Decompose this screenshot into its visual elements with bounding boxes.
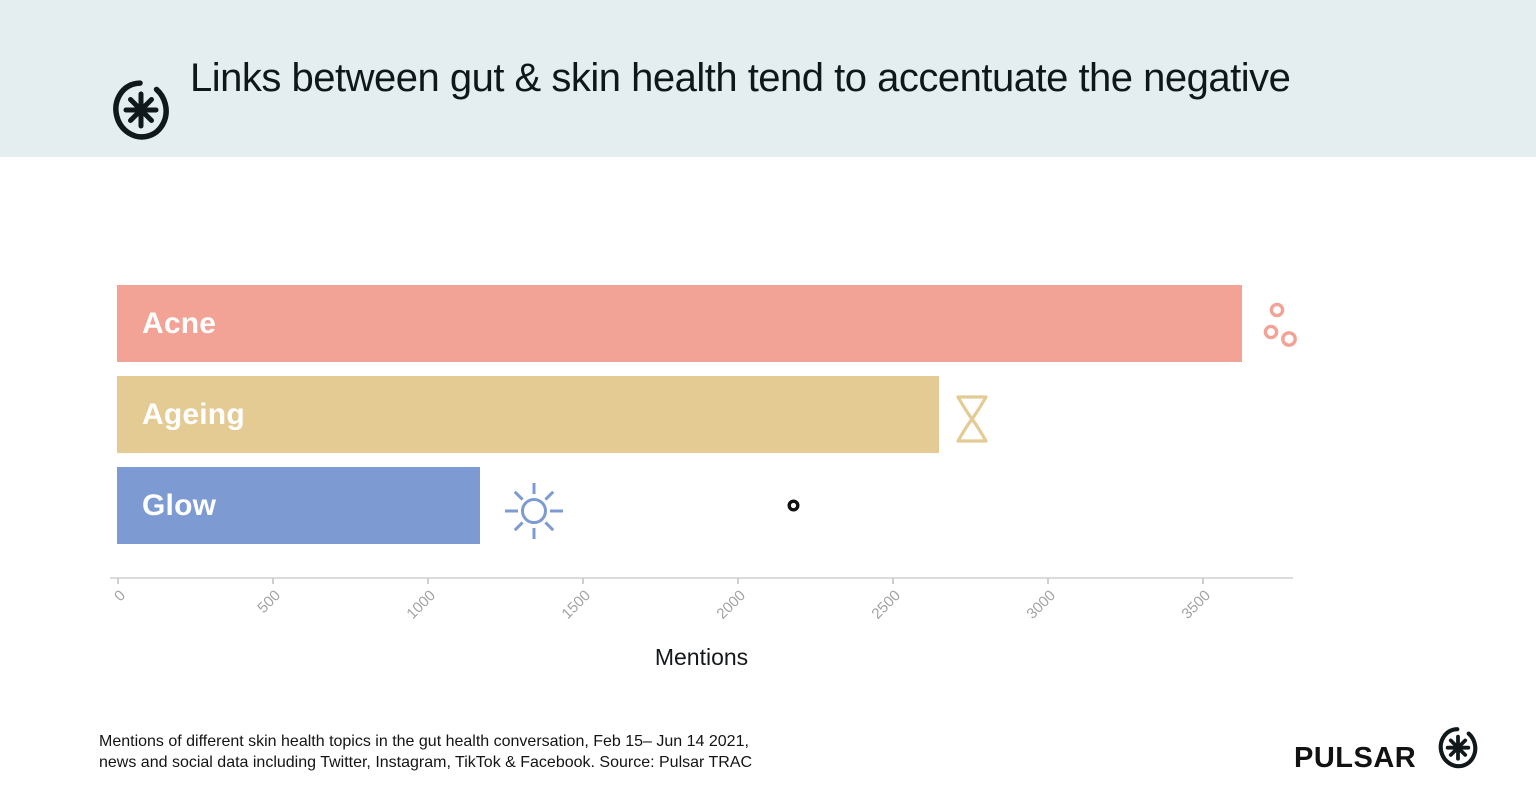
bar-label: Ageing xyxy=(142,397,245,431)
bar: Acne xyxy=(117,285,1242,362)
brand-lockup: PULSAR xyxy=(1294,720,1494,790)
x-tick xyxy=(1047,578,1050,584)
sun-icon xyxy=(503,480,565,542)
footnote-line: news and social data including Twitter, … xyxy=(99,754,753,771)
footnote-line: Mentions of different skin health topics… xyxy=(99,733,749,750)
x-tick-label: 500 xyxy=(254,587,285,617)
bar-label: Acne xyxy=(142,306,217,340)
bar: Glow xyxy=(117,467,480,544)
bar-chart: Acne Ageing Glow xyxy=(0,157,1536,808)
x-tick xyxy=(582,578,585,584)
bar-row: Ageing xyxy=(117,376,939,453)
hourglass-icon xyxy=(954,394,990,444)
x-tick-label: 3500 xyxy=(1178,587,1215,623)
x-tick xyxy=(892,578,895,584)
header-band: Links between gut & skin health tend to … xyxy=(0,0,1536,157)
x-tick-label: 3000 xyxy=(1023,587,1060,623)
bar-row: Glow xyxy=(117,467,480,544)
x-tick xyxy=(117,578,119,584)
bar-label: Glow xyxy=(142,488,217,522)
x-axis-line xyxy=(110,577,1293,579)
brand-wordmark: PULSAR xyxy=(1294,742,1417,774)
dot-ring-icon xyxy=(786,498,801,513)
pulsar-asterisk-icon xyxy=(109,77,173,141)
bar-row: Acne xyxy=(117,285,1242,362)
page-title: Links between gut & skin health tend to … xyxy=(190,56,1291,100)
x-tick-label: 1000 xyxy=(403,587,440,623)
chart-footnote: Mentions of different skin health topics… xyxy=(99,731,752,773)
x-tick-label: 2000 xyxy=(713,587,750,623)
x-tick xyxy=(1202,578,1205,584)
x-tick-label: 1500 xyxy=(558,587,595,623)
x-tick xyxy=(272,578,274,584)
x-tick xyxy=(737,578,740,584)
x-tick-label: 2500 xyxy=(868,587,905,623)
bubbles-icon xyxy=(1256,296,1304,348)
x-axis-title: Mentions xyxy=(654,644,749,670)
bar: Ageing xyxy=(117,376,939,453)
x-tick-label: 0 xyxy=(111,587,130,605)
x-tick xyxy=(427,578,430,584)
pulsar-asterisk-icon xyxy=(1436,725,1480,769)
